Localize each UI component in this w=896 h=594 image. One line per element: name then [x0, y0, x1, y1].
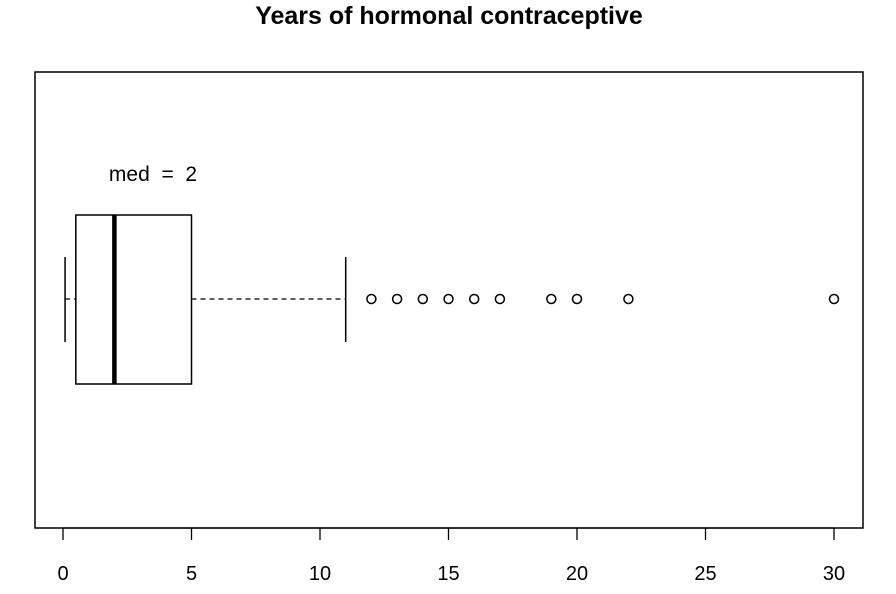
x-tick-label: 15: [437, 563, 459, 585]
outlier-point: [443, 293, 454, 305]
x-tick-label: 30: [823, 563, 845, 585]
outlier-point: [546, 293, 557, 305]
outlier-point: [828, 293, 840, 305]
x-tick-label: 5: [186, 563, 197, 585]
x-tick-label: 20: [566, 563, 588, 585]
iqr-box: [75, 214, 193, 385]
x-tick-label: 25: [694, 563, 716, 585]
outlier-point: [623, 293, 634, 305]
x-tick-label: 10: [309, 563, 331, 585]
median-annotation: med = 2: [109, 163, 197, 186]
outlier-group: [366, 293, 840, 305]
outlier-point: [366, 293, 377, 305]
outlier-point: [571, 293, 583, 305]
outlier-point: [417, 293, 429, 305]
outlier-point: [468, 293, 480, 305]
x-axis: 0 5 10 15 20 25 30: [57, 527, 845, 585]
outlier-point: [391, 293, 403, 305]
x-tick-label: 0: [57, 563, 68, 585]
box-group: [64, 214, 347, 385]
outlier-point: [494, 293, 506, 305]
chart-title: Years of hormonal contraceptive: [255, 2, 643, 30]
